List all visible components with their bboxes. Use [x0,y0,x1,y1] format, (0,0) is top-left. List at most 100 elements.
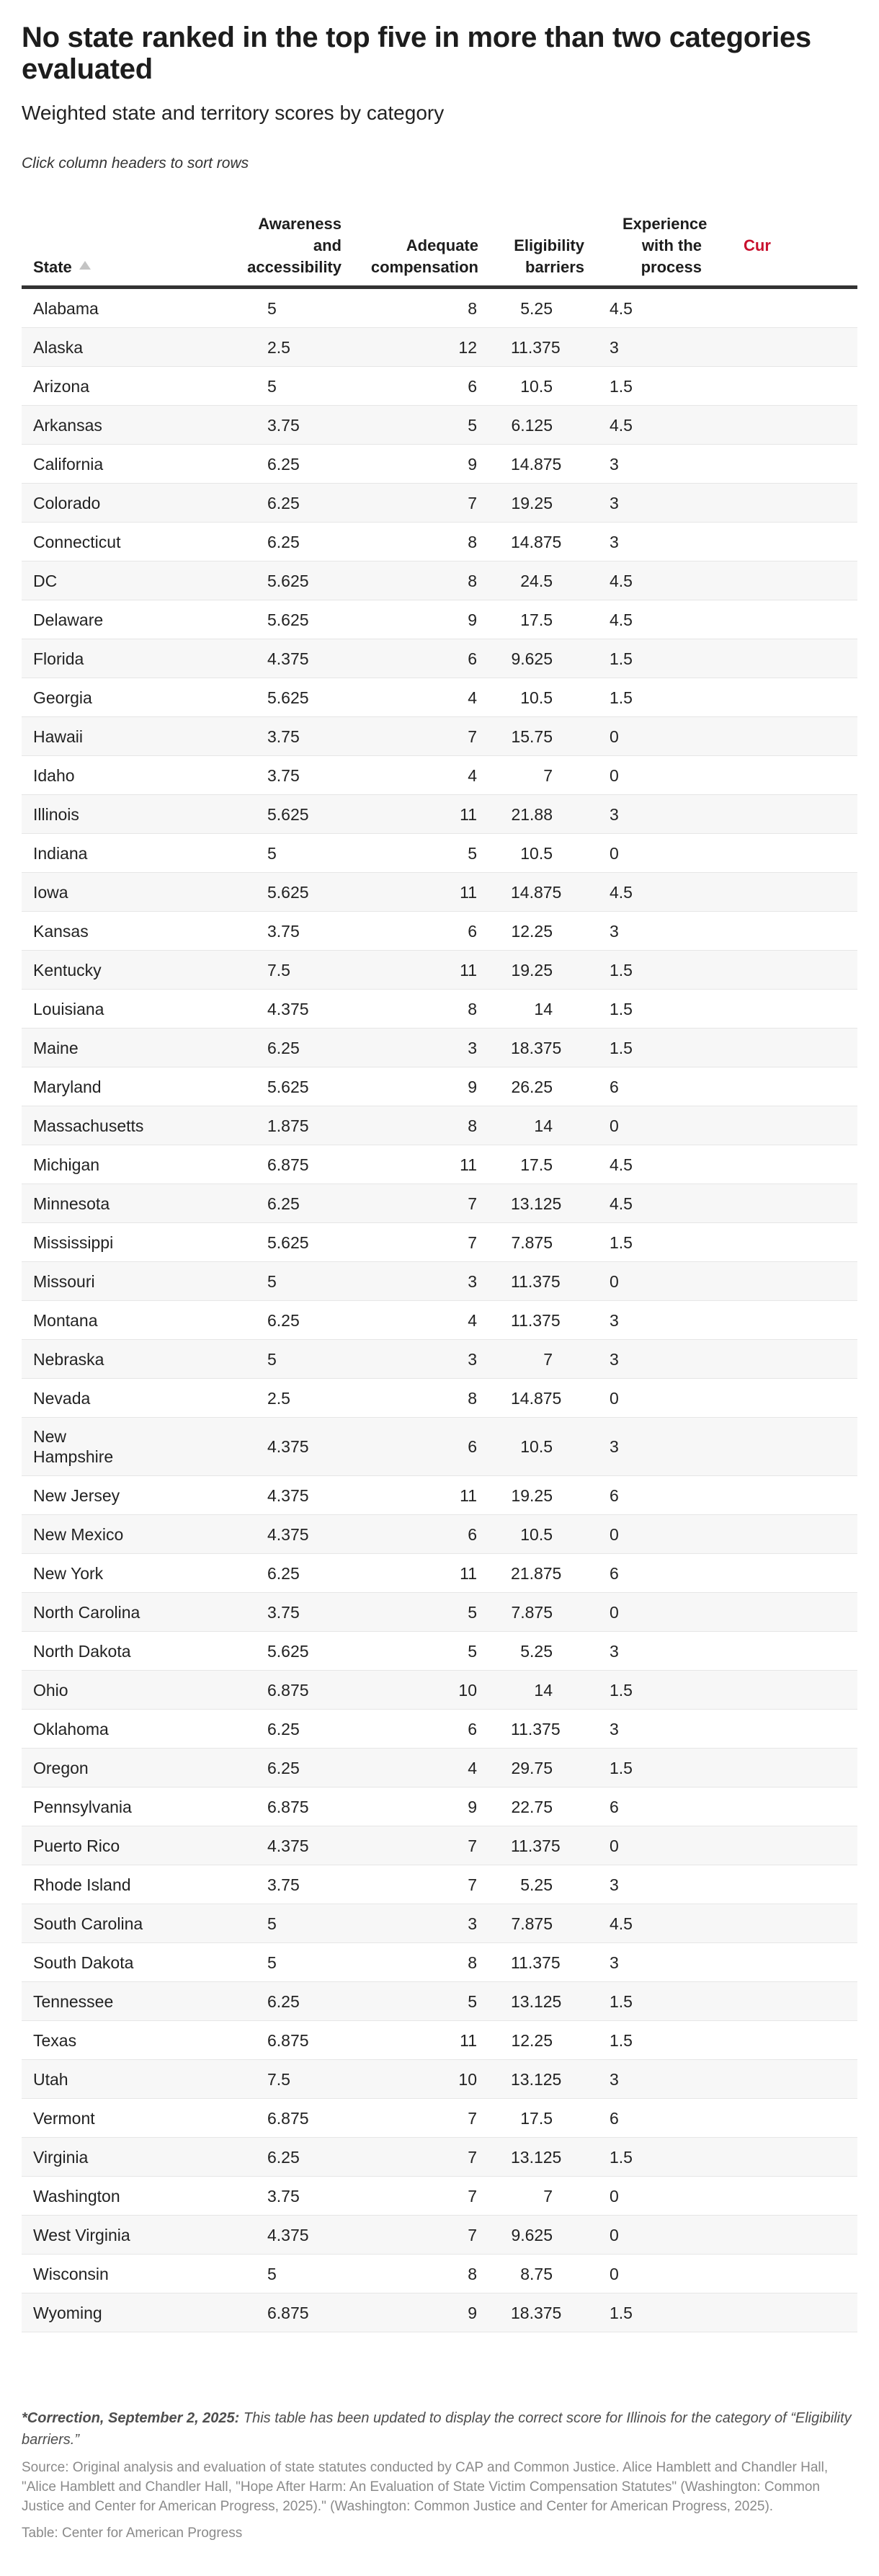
eligibility-cell-value: 13.125 [511,2069,562,2089]
awareness-cell-value: 3.75 [267,765,300,785]
state-cell-value: Alaska [33,337,84,357]
compensation-cell-value: 11 [460,1563,477,1583]
state-cell: Tennessee [22,1981,177,2021]
column-header-eligibility[interactable]: Eligibility barriers [478,213,584,289]
state-cell-value: Kentucky [33,960,102,980]
experience-cell-value: 6 [610,1485,619,1505]
awareness-cell: 5 [177,287,342,328]
table-row: California 6.25 9 14.875 3 [22,444,857,484]
awareness-cell: 6.25 [177,444,342,484]
eligibility-cell: 7 [478,2176,584,2216]
state-cell: Kentucky [22,950,177,990]
eligibility-cell-value: 29.75 [511,1758,553,1777]
compensation-cell-value: 7 [468,2108,477,2128]
experience-cell: 6 [584,1787,702,1826]
experience-cell: 1.5 [584,1028,702,1067]
compensation-cell: 8 [342,2254,478,2293]
compensation-cell-value: 7 [468,2147,477,2167]
state-cell-value: Ohio [33,1680,68,1700]
clipped-cell [702,1748,857,1787]
state-cell: Arizona [22,366,177,406]
awareness-cell-value: 4.375 [267,1836,309,1855]
awareness-cell: 7.5 [177,2059,342,2099]
compensation-cell: 9 [342,444,478,484]
experience-cell-value: 0 [610,727,619,746]
compensation-cell-value: 3 [468,1038,477,1057]
page-title: No state ranked in the top five in more … [22,22,811,85]
state-cell: Pennsylvania [22,1787,177,1826]
awareness-cell: 2.5 [177,1378,342,1418]
compensation-cell: 7 [342,2176,478,2216]
awareness-cell: 6.875 [177,1670,342,1710]
awareness-cell-value: 5 [267,376,277,396]
table-row: Utah 7.5 10 13.125 3 [22,2059,857,2099]
awareness-cell: 5.625 [177,1067,342,1106]
compensation-cell-value: 6 [468,1524,477,1544]
state-cell-value: Oregon [33,1758,89,1777]
experience-cell-value: 3 [610,921,619,941]
compensation-cell: 4 [342,678,478,717]
experience-cell: 0 [584,1514,702,1554]
state-cell-value: New Jersey [33,1485,120,1505]
experience-cell: 3 [584,522,702,561]
experience-cell-value: 3 [610,1641,619,1661]
column-header-clipped[interactable]: Cur [702,213,857,289]
eligibility-cell-value: 26.25 [511,1077,553,1096]
experience-cell-value: 3 [610,337,619,357]
experience-cell-value: 1.5 [610,2147,633,2167]
awareness-cell-value: 6.25 [267,1194,300,1213]
experience-cell-value: 4.5 [610,1155,633,1174]
awareness-cell-value: 5.625 [267,882,309,902]
table-scroll-area[interactable]: State Awareness and accessibility Adequa… [22,213,857,2332]
state-cell-value: North Dakota [33,1641,131,1661]
column-header-state[interactable]: State [22,213,177,289]
eligibility-cell-value: 7.875 [511,1914,553,1933]
compensation-cell-value: 9 [468,2303,477,2322]
awareness-cell: 6.875 [177,2293,342,2332]
table-row: Massachusetts 1.875 8 14 0 [22,1106,857,1145]
state-cell: Indiana [22,833,177,873]
column-header-compensation[interactable]: Adequate compensation [342,213,478,289]
compensation-cell: 11 [342,872,478,912]
experience-cell: 6 [584,1553,702,1593]
column-header-awareness[interactable]: Awareness and accessibility [177,213,342,289]
table-row: Colorado 6.25 7 19.25 3 [22,483,857,523]
compensation-cell-value: 6 [468,1437,477,1456]
state-cell: Ohio [22,1670,177,1710]
eligibility-cell-value: 11.375 [511,337,561,357]
state-cell-value: Nebraska [33,1349,104,1369]
awareness-cell-value: 5.625 [267,1641,309,1661]
state-cell-value: Wyoming [33,2303,102,2322]
eligibility-cell: 21.88 [478,794,584,834]
eligibility-cell-value: 14.875 [511,1388,562,1408]
eligibility-cell: 11.375 [478,1942,584,1982]
state-cell: Mississippi [22,1222,177,1262]
experience-cell-value: 6 [610,1563,619,1583]
awareness-cell: 3.75 [177,911,342,951]
experience-cell: 1.5 [584,2137,702,2177]
eligibility-cell-value: 5.25 [520,1641,553,1661]
experience-cell: 1.5 [584,1748,702,1787]
eligibility-cell: 7.875 [478,1222,584,1262]
state-cell: Washington [22,2176,177,2216]
state-cell: Kansas [22,911,177,951]
state-cell: West Virginia [22,2215,177,2255]
experience-cell-value: 1.5 [610,1991,633,2011]
clipped-cell [702,2215,857,2255]
experience-cell-value: 1.5 [610,649,633,668]
compensation-cell: 3 [342,1339,478,1379]
clipped-cell [702,833,857,873]
eligibility-cell: 29.75 [478,1748,584,1787]
compensation-cell-value: 8 [468,2264,477,2283]
column-header-label: Awareness and accessibility [247,215,342,276]
awareness-cell-value: 6.25 [267,454,300,474]
compensation-cell-value: 3 [468,1349,477,1369]
state-cell-value: New Hampshire [33,1427,114,1466]
eligibility-cell: 6.125 [478,405,584,445]
compensation-cell-value: 9 [468,610,477,629]
table-row: Maryland 5.625 9 26.25 6 [22,1067,857,1106]
table-row: Indiana 5 5 10.5 0 [22,833,857,873]
table-row: Wyoming 6.875 9 18.375 1.5 [22,2293,857,2332]
compensation-cell-value: 11 [460,960,477,980]
column-header-experience[interactable]: Experience with the process [584,213,707,289]
